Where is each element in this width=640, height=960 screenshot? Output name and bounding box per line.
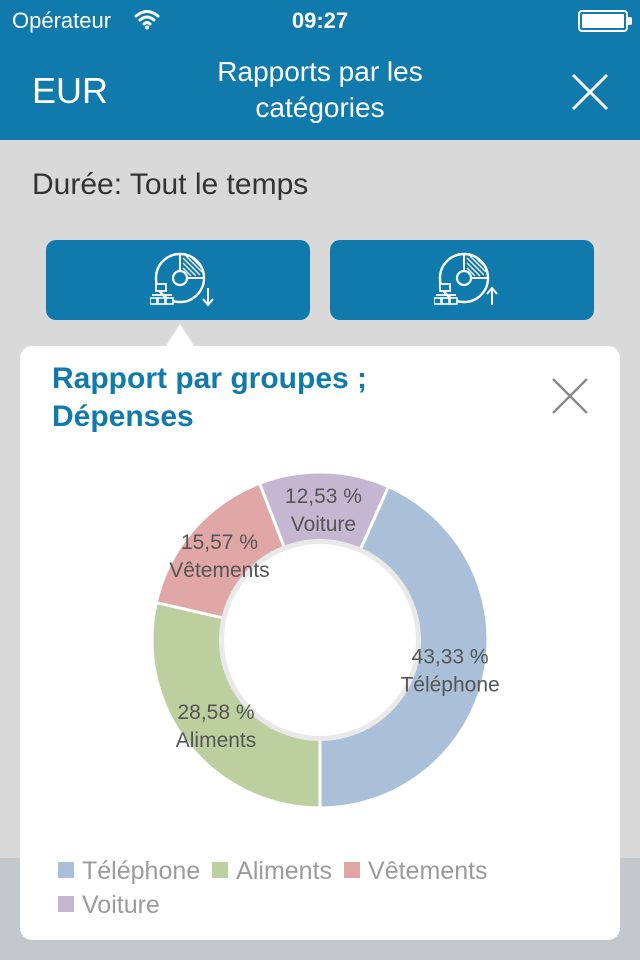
legend-swatch [58,896,74,912]
slice-percent-label: 15,57 % [181,531,258,554]
legend-item: Vêtements [344,854,488,888]
legend-swatch [344,862,361,878]
slice-percent-label: 43,33 % [412,646,489,669]
currency-button[interactable]: EUR [32,70,109,111]
status-bar: Opérateur 09:27 [0,0,640,40]
legend-label: Aliments [236,857,333,885]
donut-chart: 43,33 % Téléphone 28,58 % Aliments 15,57 % Vê… [150,470,500,810]
slice-category-label: Voiture [291,513,356,536]
navigation-bar: EUR Rapports par les catégories [0,40,640,140]
slice-percent-label: 12,53 % [285,485,362,508]
legend-swatch [58,862,74,878]
legend-swatch [212,862,229,878]
slice-percent-label: 28,58 % [177,701,254,724]
duration-label[interactable]: Durée: Tout le temps [32,168,309,201]
page-title: Rapports par les catégories [217,56,423,123]
slice-category-label: Vêtements [169,559,269,582]
carrier-name: Opérateur [12,8,112,33]
slice-category-label: Téléphone [400,674,499,697]
expense-report-button[interactable] [46,240,310,320]
popup-title: Rapport par groupes ; Dépenses [52,362,368,433]
income-report-button[interactable] [330,240,594,320]
close-icon[interactable] [570,72,610,112]
donut-hole [224,544,416,736]
wifi-icon [134,8,160,35]
report-popup: Rapport par groupes ; Dépenses 43,33 % Té… [20,346,620,940]
legend-item: Téléphone [58,854,200,888]
legend-item: Voiture [58,888,160,922]
legend-label: Téléphone [82,857,201,885]
popup-close-icon[interactable] [550,376,590,416]
legend-label: Voiture [82,891,160,919]
chart-legend: Téléphone Aliments Vêtements Voiture [58,854,598,922]
popup-pointer [166,324,194,346]
pie-chart-arrow-down-icon [150,252,214,307]
legend-item: Aliments [212,854,332,888]
pie-chart-arrow-up-icon [434,252,498,305]
legend-label: Vêtements [368,857,488,885]
slice-category-label: Aliments [176,729,257,752]
battery-icon [578,10,632,32]
status-time: 09:27 [291,8,349,33]
